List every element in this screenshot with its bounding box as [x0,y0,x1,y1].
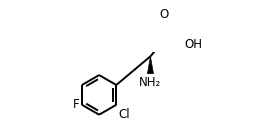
Text: OH: OH [184,38,202,51]
Polygon shape [147,56,154,74]
Text: O: O [159,8,168,21]
Text: F: F [73,98,80,111]
Text: Cl: Cl [118,108,130,121]
Text: NH₂: NH₂ [139,75,162,89]
